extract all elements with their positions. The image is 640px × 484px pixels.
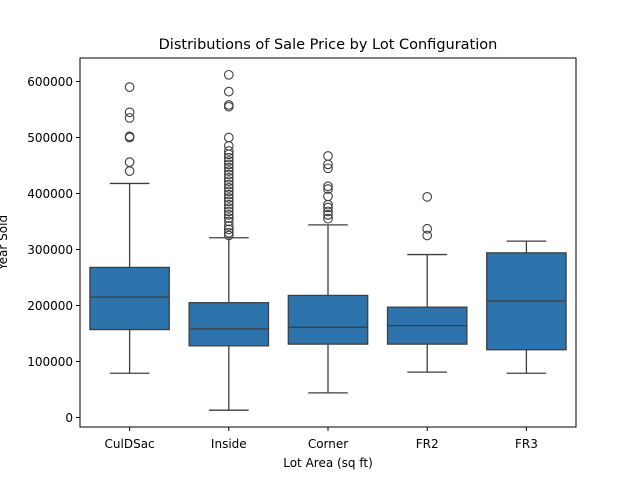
x-tick-label: Inside <box>211 437 247 451</box>
outlier-point <box>223 221 234 231</box>
outlier-point <box>422 230 433 241</box>
y-tick-label: 0 <box>65 411 73 425</box>
x-tick-label: FR3 <box>515 437 538 451</box>
y-tick-label: 600000 <box>27 75 73 89</box>
outlier-point <box>223 132 234 143</box>
outlier-point <box>124 107 135 118</box>
box-group-inside <box>188 69 270 411</box>
x-tick-label: CulDSac <box>105 437 155 451</box>
outlier-point <box>124 157 135 167</box>
outlier-point <box>223 213 234 223</box>
box-iqr <box>188 302 270 347</box>
x-axis: CulDSac Inside Corner FR2 FR3 <box>105 427 538 451</box>
x-axis-label: Lot Area (sq ft) <box>283 456 373 470</box>
box-group-fr2 <box>386 192 468 373</box>
outlier-point <box>223 69 234 80</box>
outlier-point <box>223 169 234 180</box>
plot-area <box>89 69 567 411</box>
outlier-point <box>223 193 234 203</box>
box-group-corner <box>287 151 369 394</box>
outlier-point <box>323 206 333 217</box>
box-group-fr3 <box>486 240 567 374</box>
outlier-point <box>223 209 234 220</box>
outlier-point <box>422 192 433 202</box>
y-tick-label: 100000 <box>27 355 73 369</box>
chart-title: Distributions of Sale Price by Lot Confi… <box>159 37 498 53</box>
outlier-point <box>124 113 135 123</box>
outlier-point <box>323 184 333 194</box>
y-axis-label: Year Sold <box>0 215 10 271</box>
outlier-point <box>422 223 433 234</box>
outlier-point <box>223 196 234 207</box>
outlier-point <box>223 152 234 163</box>
outlier-point <box>223 86 234 97</box>
outlier-point <box>223 186 234 197</box>
outlier-point <box>323 209 333 220</box>
outlier-point <box>223 146 234 156</box>
outlier-point <box>223 172 234 183</box>
outlier-point <box>223 100 234 110</box>
y-axis: 0 100000 200000 300000 400000 500000 600000 <box>27 75 80 425</box>
y-tick-label: 300000 <box>27 243 73 257</box>
outlier-point <box>223 227 234 238</box>
outlier-point <box>223 230 234 241</box>
outlier-point <box>223 179 234 190</box>
outlier-point <box>223 199 234 210</box>
outlier-point <box>223 189 234 200</box>
outlier-point <box>124 82 135 92</box>
outlier-point <box>323 202 333 213</box>
outlier-point <box>323 151 333 161</box>
outlier-point <box>223 166 234 176</box>
outlier-point <box>223 216 234 227</box>
outlier-point <box>323 191 333 202</box>
x-tick-label: FR2 <box>416 437 439 451</box>
outlier-point <box>223 203 234 213</box>
outlier-point <box>323 181 333 192</box>
y-tick-label: 500000 <box>27 131 73 145</box>
outlier-point <box>323 163 333 174</box>
outlier-point <box>223 206 234 217</box>
outlier-point <box>223 183 234 193</box>
y-tick-label: 200000 <box>27 299 73 313</box>
box-iqr <box>287 294 369 345</box>
outlier-point <box>223 156 234 166</box>
y-tick-label: 400000 <box>27 187 73 201</box>
box-group-culdsac <box>89 82 170 374</box>
outlier-point <box>223 159 234 170</box>
outlier-point <box>124 131 135 142</box>
x-tick-label: Corner <box>308 437 348 451</box>
outlier-point <box>323 213 333 224</box>
outlier-point <box>223 162 234 173</box>
outlier-point <box>223 224 234 235</box>
box-iqr <box>89 266 170 331</box>
outlier-point <box>223 176 234 187</box>
